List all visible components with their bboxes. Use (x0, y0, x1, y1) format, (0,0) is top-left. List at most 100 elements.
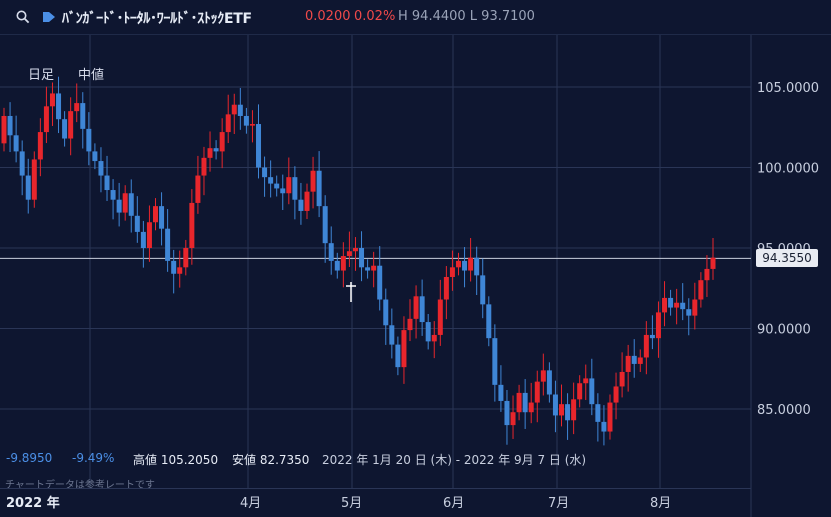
candle-body (510, 412, 516, 426)
candle-body (371, 265, 377, 271)
candle-body (395, 344, 401, 368)
candle-body (352, 248, 358, 252)
candle-body (134, 215, 140, 232)
candle-body (98, 161, 104, 176)
candle-body (274, 183, 280, 189)
candle-body (686, 309, 692, 316)
candle-body (80, 103, 86, 129)
candle-body (1, 115, 7, 144)
candle-body (534, 381, 540, 403)
period-low: 安値 82.7350 (232, 453, 310, 467)
candle-body (565, 404, 571, 421)
candle-body (577, 383, 583, 400)
candle-body (643, 334, 649, 358)
candle-body (213, 148, 219, 152)
candle-body (49, 93, 55, 107)
candle-body (62, 119, 68, 139)
candle-body (455, 260, 461, 268)
candle-body (504, 400, 510, 426)
candle-body (619, 371, 625, 387)
candle-body (680, 302, 686, 310)
candle-body (340, 256, 346, 271)
candle-body (437, 299, 443, 335)
period-change-percent: -9.49% (72, 451, 115, 465)
candle-body (68, 111, 74, 139)
candle-body (383, 299, 389, 326)
candle-body (346, 251, 352, 257)
candle-body (243, 115, 249, 126)
header-bar: ﾊﾞﾝｶﾞｰﾄﾞ･ﾄｰﾀﾙ･ﾜｰﾙﾄﾞ･ｽﾄｯｸETF 0.0200 0.02%… (0, 0, 831, 34)
candle-body (413, 296, 419, 319)
mid-price-toggle-button[interactable]: 中値 (78, 68, 105, 83)
candle-body (492, 338, 498, 385)
candle-body (37, 132, 43, 160)
candle-body (262, 167, 268, 178)
candle-body (104, 175, 110, 191)
candle-body (165, 228, 171, 261)
candle-body (516, 392, 522, 413)
candle-body (692, 299, 698, 316)
candle-body (649, 334, 655, 339)
candle-body (625, 355, 631, 372)
candle-body (140, 231, 146, 248)
candle-body (207, 148, 213, 158)
period-range: 2022 年 1月 20 日 (木) - 2022 年 9月 7 日 (水) (322, 453, 587, 467)
candle-body (637, 357, 643, 364)
candle-body (662, 297, 668, 313)
candle-body (389, 325, 395, 345)
candle-body (249, 124, 255, 126)
header-divider (0, 34, 831, 35)
x-tick-label: 8月 (650, 496, 671, 511)
candle-body (189, 202, 195, 248)
change-absolute: 0.0200 (305, 9, 351, 24)
candle-body (407, 318, 413, 331)
candle-body (583, 378, 589, 384)
candle-body (159, 206, 165, 229)
candle-body (286, 177, 292, 194)
y-tick-label: 105.0000 (757, 81, 819, 96)
candle-body (25, 175, 31, 200)
search-icon[interactable] (16, 10, 30, 24)
candle-body (631, 355, 637, 364)
candle-body (480, 275, 486, 305)
candle-body (559, 404, 565, 416)
candle-body (613, 386, 619, 403)
y-tick-label: 85.0000 (757, 403, 811, 418)
candle-body (146, 222, 152, 248)
candle-body (177, 267, 183, 274)
axis-divider (0, 488, 751, 489)
candle-body (334, 260, 340, 271)
candle-body (462, 260, 468, 271)
candle-body (425, 322, 431, 342)
candle-body (704, 268, 710, 281)
candle-body (595, 404, 601, 422)
candle-body (7, 115, 13, 136)
candle-body (316, 170, 322, 207)
x-tick-label: 7月 (548, 496, 569, 511)
candle-body (152, 206, 158, 223)
x-tick-label: 2022 年 (6, 495, 60, 511)
y-tick-label: 100.0000 (757, 162, 819, 177)
candle-body (298, 199, 304, 211)
candle-body (571, 399, 577, 421)
candle-body (304, 191, 310, 211)
candle-body (474, 257, 480, 276)
x-tick-label: 4月 (240, 496, 261, 511)
daily-toggle-button[interactable]: 日足 (28, 68, 55, 83)
candle-body (280, 188, 286, 194)
candle-body (310, 170, 316, 192)
candle-body (522, 392, 528, 413)
y-tick-label: 90.0000 (757, 323, 811, 338)
candle-body (237, 104, 243, 116)
x-tick-label: 6月 (443, 496, 464, 511)
candlestick-chart[interactable]: 105.0000100.000095.000090.000085.0000202… (0, 35, 831, 517)
candle-body (668, 297, 674, 308)
candle-body (601, 421, 607, 432)
candle-body (268, 177, 274, 184)
candle-body (92, 151, 98, 162)
candle-body (365, 267, 371, 271)
tag-icon (43, 12, 55, 22)
period-change-absolute: -9.8950 (6, 451, 53, 465)
candle-body (486, 304, 492, 339)
candle-body (528, 402, 534, 413)
